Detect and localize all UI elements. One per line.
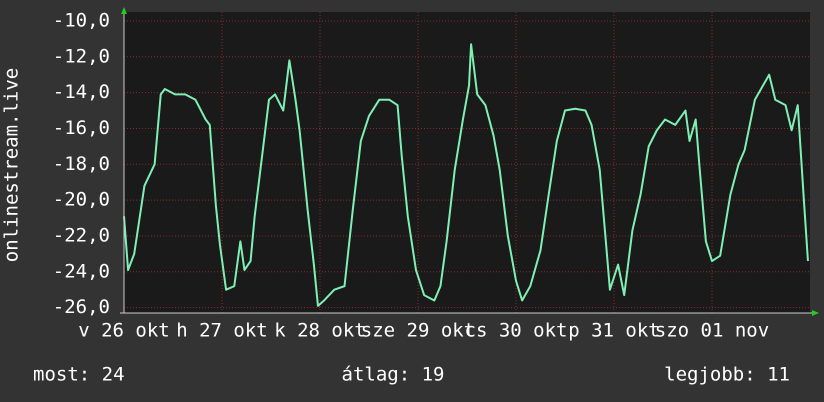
x-tick-label: v 26 okt bbox=[78, 320, 170, 342]
y-tick-label: -20,0 bbox=[53, 189, 110, 211]
axis-arrow bbox=[121, 7, 127, 14]
x-tick-label: p 31 okt bbox=[568, 320, 660, 342]
y-tick-label: -26,0 bbox=[53, 296, 110, 318]
x-tick-label: szo 01 nov bbox=[655, 320, 769, 342]
x-tick-label: h 27 okt bbox=[176, 320, 268, 342]
x-tick-label: sze 29 okt bbox=[361, 320, 475, 342]
footer-average: átlag: 19 bbox=[342, 364, 445, 386]
y-tick-label: -24,0 bbox=[53, 260, 110, 282]
x-tick-label: k 28 okt bbox=[274, 320, 366, 342]
x-tick-label: cs 30 okt bbox=[465, 320, 568, 342]
y-axis-label: onlinestream.live bbox=[1, 68, 23, 262]
y-tick-label: -14,0 bbox=[53, 81, 110, 103]
y-tick-label: -12,0 bbox=[53, 45, 110, 67]
y-tick-label: -10,0 bbox=[53, 9, 110, 31]
footer-current: most: 24 bbox=[33, 364, 125, 386]
axis-arrow bbox=[812, 310, 819, 316]
data-line bbox=[123, 43, 809, 307]
y-tick-label: -16,0 bbox=[53, 117, 110, 139]
y-tick-label: -18,0 bbox=[53, 153, 110, 175]
y-tick-label: -22,0 bbox=[53, 224, 110, 246]
footer-max: legjobb: 11 bbox=[664, 364, 790, 386]
